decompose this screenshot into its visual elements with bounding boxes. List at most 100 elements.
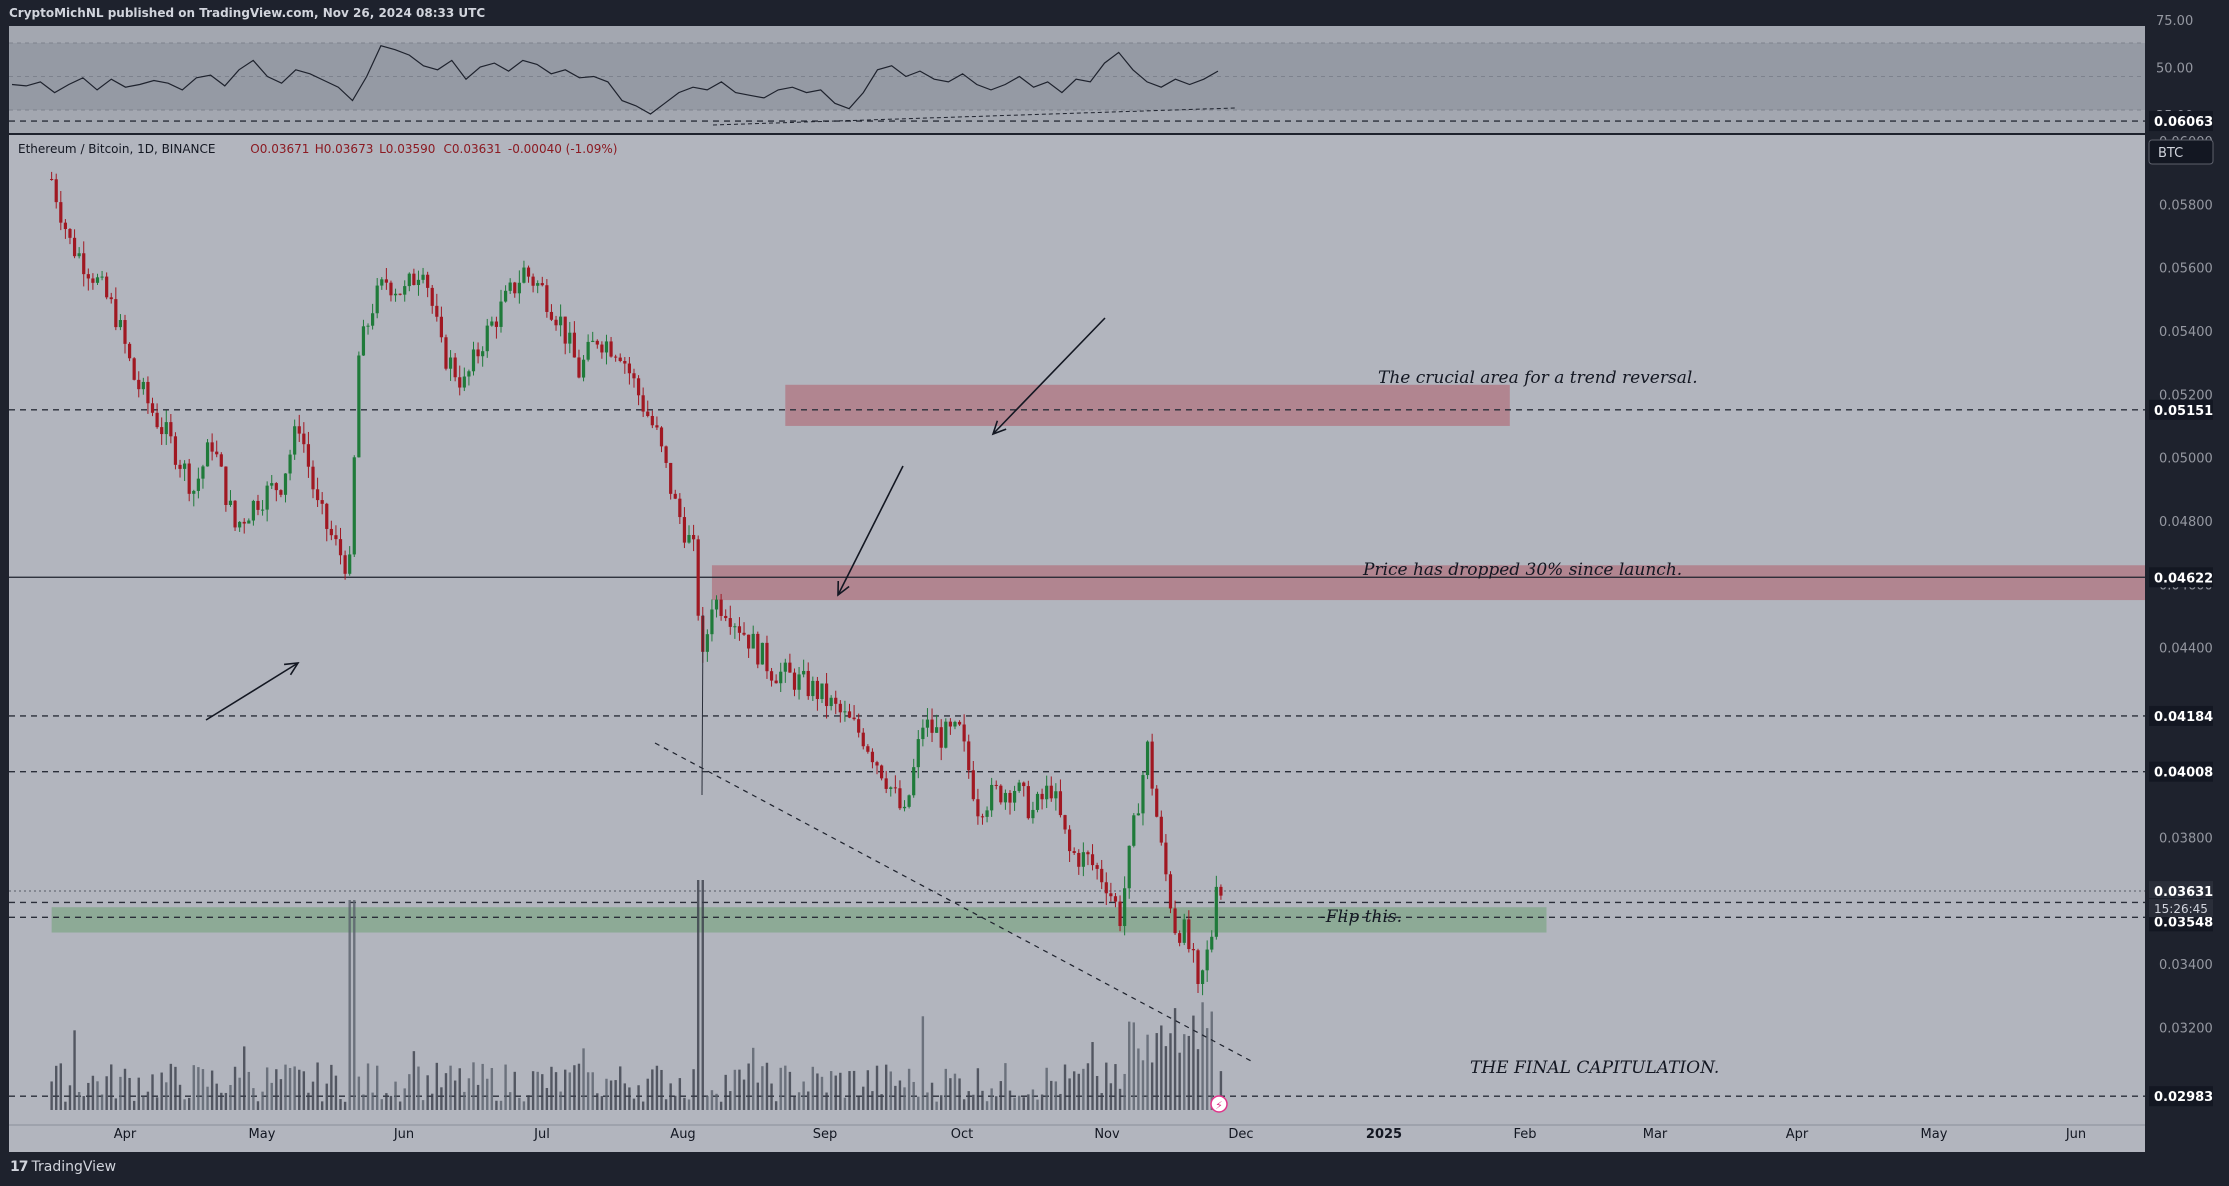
lightning-icon[interactable] bbox=[1210, 1095, 1228, 1113]
candle-body bbox=[82, 253, 86, 275]
candle-body bbox=[1063, 815, 1067, 830]
candle-body bbox=[467, 371, 471, 377]
candle-body bbox=[201, 466, 205, 479]
candle-body bbox=[669, 462, 673, 494]
candle-body bbox=[953, 721, 957, 727]
candle-body bbox=[481, 351, 485, 357]
candle-body bbox=[215, 451, 219, 455]
candle-body bbox=[1109, 893, 1113, 897]
candle-body bbox=[1191, 949, 1196, 951]
candle-body bbox=[737, 626, 742, 633]
candle-body bbox=[591, 340, 595, 342]
candle-body bbox=[297, 426, 301, 434]
volume-bar bbox=[233, 1066, 237, 1110]
candle-body bbox=[169, 422, 173, 437]
volume-bar bbox=[1137, 1048, 1140, 1110]
candle-body bbox=[902, 806, 907, 809]
candle-body bbox=[1150, 741, 1154, 789]
arrow-support-bounce bbox=[205, 662, 299, 721]
candle-body bbox=[728, 618, 732, 627]
volume-bar bbox=[944, 1068, 947, 1110]
volume-bar bbox=[586, 1072, 590, 1110]
volume-bar bbox=[1141, 1060, 1145, 1110]
volume-bar bbox=[545, 1087, 549, 1110]
candle-body bbox=[256, 500, 260, 510]
publisher-bar: CryptoMichNL published on TradingView.co… bbox=[0, 0, 2229, 26]
volume-bar bbox=[536, 1071, 539, 1110]
volume-bar bbox=[142, 1096, 145, 1110]
volume-bar bbox=[463, 1091, 466, 1110]
price-label-box bbox=[2149, 111, 2213, 132]
candle-body bbox=[1200, 970, 1205, 984]
volume-bar bbox=[889, 1071, 892, 1110]
volume-bar bbox=[339, 1099, 342, 1110]
candle-body bbox=[792, 672, 797, 690]
candle-body bbox=[1095, 865, 1099, 869]
volume-bar bbox=[687, 1099, 691, 1110]
volume-bar bbox=[275, 1069, 278, 1110]
volume-bar bbox=[1086, 1063, 1090, 1110]
candle-body bbox=[1072, 851, 1076, 853]
volume-bar bbox=[715, 1093, 718, 1110]
volume-bar bbox=[302, 1071, 306, 1110]
volume-bar bbox=[985, 1101, 989, 1110]
volume-bar bbox=[609, 1080, 613, 1110]
candle-body bbox=[824, 683, 829, 707]
candle-body bbox=[545, 285, 549, 312]
currency-badge[interactable] bbox=[2148, 139, 2214, 165]
tradingview-logo[interactable]: 17 TradingView bbox=[10, 1159, 116, 1175]
volume-bar bbox=[128, 1077, 131, 1110]
volume-bar bbox=[261, 1091, 264, 1110]
price-label-box bbox=[2149, 1086, 2213, 1107]
candle-body bbox=[173, 436, 178, 465]
candle-body bbox=[572, 332, 576, 358]
volume-bar bbox=[408, 1074, 411, 1110]
tradingview-brand: TradingView bbox=[31, 1159, 117, 1175]
candle-body bbox=[1196, 950, 1200, 984]
volume-bar bbox=[802, 1081, 805, 1110]
volume-bar bbox=[541, 1074, 544, 1110]
volume-bar bbox=[1128, 1021, 1131, 1110]
y-tick-label: 0.05400 bbox=[2159, 325, 2213, 340]
candle-body bbox=[1104, 882, 1108, 894]
volume-bar bbox=[527, 1095, 530, 1110]
legend-high: H0.03673 bbox=[315, 142, 374, 156]
volume-bar bbox=[119, 1076, 122, 1110]
candle-body bbox=[1187, 919, 1191, 950]
candle-body bbox=[829, 697, 833, 707]
candle-body bbox=[650, 415, 654, 426]
candle-body bbox=[54, 179, 58, 203]
candle-body bbox=[1081, 852, 1085, 867]
volume-bar bbox=[774, 1101, 778, 1110]
candle-body bbox=[59, 202, 63, 223]
lightning-glyph: ⚡ bbox=[1215, 1099, 1223, 1112]
volume-bar bbox=[252, 1088, 255, 1110]
volume-bar bbox=[660, 1069, 663, 1110]
volume-bar bbox=[82, 1096, 85, 1110]
volume-bar bbox=[917, 1096, 920, 1110]
volume-bar bbox=[678, 1078, 682, 1110]
volume-bar bbox=[820, 1076, 824, 1110]
candle-body bbox=[508, 282, 512, 291]
candle-body bbox=[916, 739, 920, 768]
volume-bar bbox=[284, 1064, 287, 1110]
price-label: 0.06063 bbox=[2154, 115, 2213, 130]
volume-bar bbox=[508, 1092, 512, 1110]
candle-body bbox=[63, 222, 67, 230]
volume-bar bbox=[518, 1097, 521, 1110]
volume-bar bbox=[220, 1092, 223, 1110]
currency-badge-label: BTC bbox=[2158, 146, 2183, 161]
volume-bar bbox=[573, 1065, 576, 1110]
volume-bar bbox=[453, 1080, 457, 1110]
volume-bar bbox=[1201, 1002, 1204, 1110]
candle-body bbox=[609, 341, 613, 357]
candle-body bbox=[655, 425, 659, 428]
candle-body bbox=[393, 293, 398, 296]
candle-body bbox=[283, 473, 288, 495]
volume-bar bbox=[816, 1073, 819, 1110]
candle-body bbox=[118, 320, 123, 328]
volume-bar bbox=[1050, 1080, 1053, 1110]
x-tick-label: 2025 bbox=[1366, 1127, 1402, 1142]
candle-body bbox=[577, 357, 581, 378]
